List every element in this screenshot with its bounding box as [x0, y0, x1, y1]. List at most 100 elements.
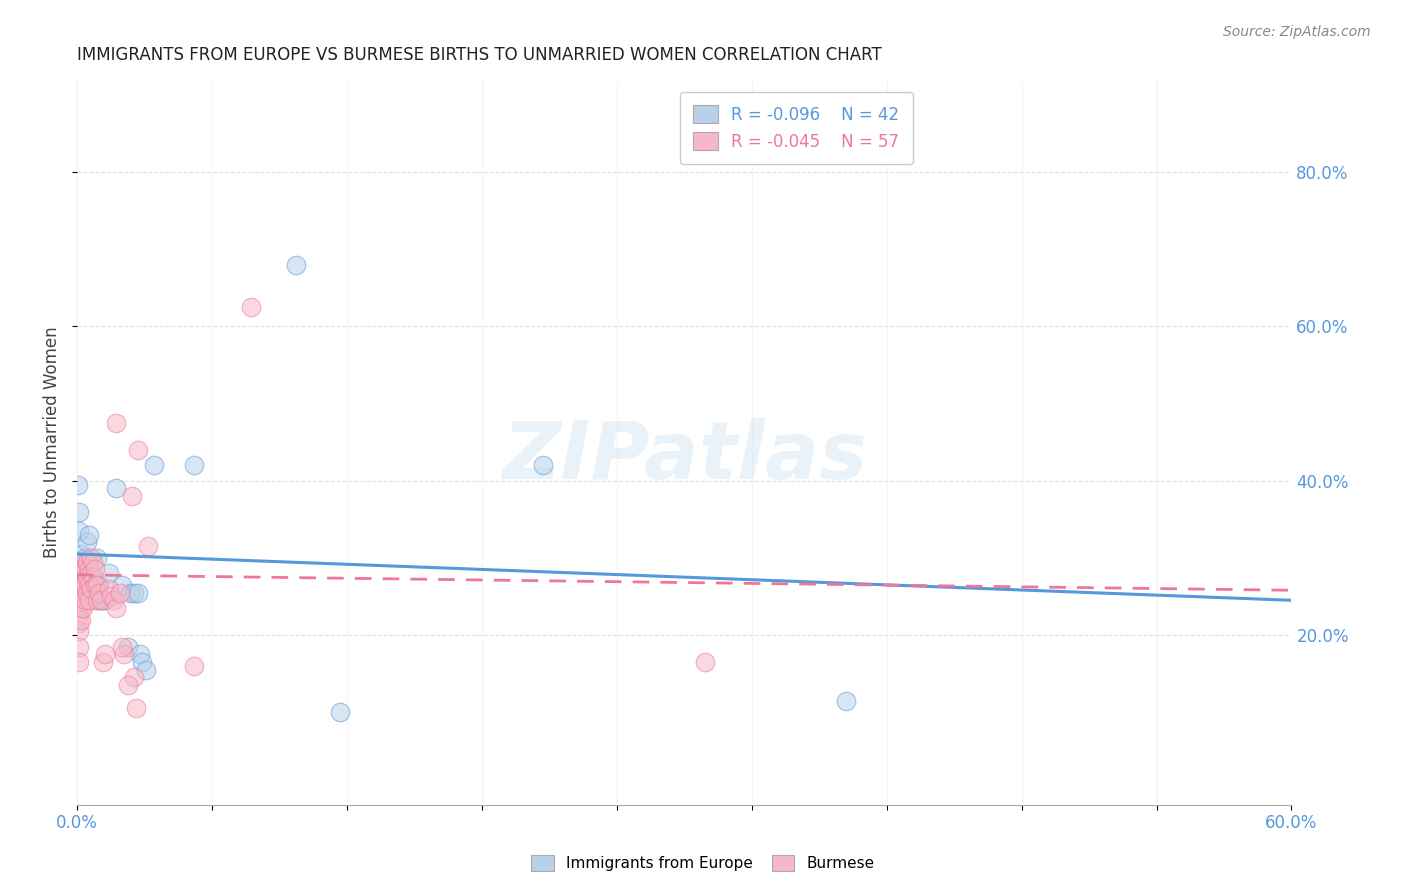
- Point: [72, 562, 94, 576]
- Point: [128, 647, 150, 661]
- Point: [122, 670, 145, 684]
- Point: [117, 640, 139, 654]
- Point: [82, 570, 104, 584]
- Point: [67, 608, 90, 623]
- Point: [67, 624, 90, 639]
- Point: [127, 442, 149, 457]
- Point: [111, 640, 132, 654]
- Point: [84, 585, 107, 599]
- Point: [86, 593, 108, 607]
- Point: [121, 489, 143, 503]
- Point: [84, 562, 107, 576]
- Point: [76, 562, 98, 576]
- Point: [76, 555, 98, 569]
- Point: [67, 585, 90, 599]
- Point: [82, 585, 104, 599]
- Point: [77, 593, 100, 607]
- Point: [77, 562, 100, 576]
- Point: [89, 578, 111, 592]
- Point: [131, 655, 153, 669]
- Point: [111, 578, 132, 592]
- Point: [70, 613, 93, 627]
- Point: [72, 601, 94, 615]
- Point: [136, 539, 159, 553]
- Point: [77, 578, 100, 592]
- Point: [84, 578, 107, 592]
- Point: [125, 701, 148, 715]
- Point: [67, 593, 90, 607]
- Point: [70, 590, 93, 604]
- Point: [67, 616, 90, 631]
- Point: [67, 524, 90, 538]
- Point: [104, 601, 127, 615]
- Point: [75, 562, 97, 576]
- Point: [240, 300, 263, 314]
- Point: [98, 582, 121, 596]
- Point: [84, 578, 107, 592]
- Point: [82, 578, 104, 592]
- Point: [72, 590, 94, 604]
- Point: [77, 527, 100, 541]
- Point: [86, 578, 108, 592]
- Point: [67, 574, 90, 588]
- Point: [104, 416, 127, 430]
- Point: [531, 458, 554, 473]
- Point: [67, 601, 90, 615]
- Point: [835, 693, 858, 707]
- Point: [77, 555, 100, 569]
- Point: [67, 477, 90, 491]
- Y-axis label: Births to Unmarried Women: Births to Unmarried Women: [44, 326, 60, 558]
- Point: [70, 555, 93, 569]
- Point: [75, 562, 97, 576]
- Point: [86, 550, 108, 565]
- Point: [90, 593, 112, 607]
- Point: [117, 678, 139, 692]
- Point: [90, 593, 112, 607]
- Point: [98, 566, 121, 581]
- Point: [94, 593, 117, 607]
- Point: [75, 578, 97, 592]
- Point: [329, 705, 352, 719]
- Point: [67, 640, 90, 654]
- Point: [183, 458, 205, 473]
- Point: [82, 555, 104, 569]
- Text: ZIPatlas: ZIPatlas: [502, 417, 866, 496]
- Point: [70, 562, 93, 576]
- Point: [112, 647, 135, 661]
- Point: [76, 570, 98, 584]
- Point: [86, 593, 108, 607]
- Point: [143, 458, 166, 473]
- Point: [135, 663, 157, 677]
- Point: [70, 578, 93, 592]
- Point: [80, 578, 103, 592]
- Point: [183, 658, 205, 673]
- Point: [76, 535, 98, 549]
- Point: [693, 655, 716, 669]
- Legend: Immigrants from Europe, Burmese: Immigrants from Europe, Burmese: [524, 849, 882, 877]
- Point: [67, 655, 90, 669]
- Point: [103, 593, 125, 607]
- Point: [67, 555, 90, 569]
- Point: [127, 585, 149, 599]
- Point: [104, 482, 127, 496]
- Point: [80, 570, 103, 584]
- Point: [72, 566, 94, 581]
- Point: [80, 550, 103, 565]
- Point: [100, 590, 122, 604]
- Text: IMMIGRANTS FROM EUROPE VS BURMESE BIRTHS TO UNMARRIED WOMEN CORRELATION CHART: IMMIGRANTS FROM EUROPE VS BURMESE BIRTHS…: [77, 46, 882, 64]
- Point: [75, 593, 97, 607]
- Point: [75, 550, 97, 565]
- Point: [284, 258, 307, 272]
- Point: [108, 585, 131, 599]
- Point: [118, 585, 141, 599]
- Point: [70, 547, 93, 561]
- Point: [76, 585, 98, 599]
- Point: [93, 655, 115, 669]
- Text: Source: ZipAtlas.com: Source: ZipAtlas.com: [1223, 25, 1371, 39]
- Point: [67, 505, 90, 519]
- Point: [93, 593, 115, 607]
- Point: [122, 585, 145, 599]
- Point: [80, 582, 103, 596]
- Point: [70, 601, 93, 615]
- Point: [80, 566, 103, 581]
